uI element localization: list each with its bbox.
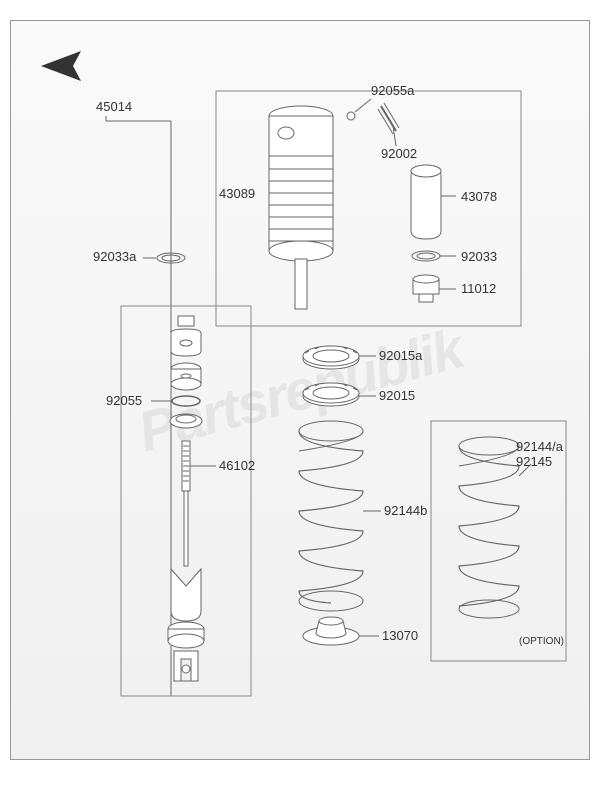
label-92015: 92015 <box>379 388 415 403</box>
parts-diagram <box>11 21 591 761</box>
spring-guide <box>303 617 359 645</box>
label-43089: 43089 <box>219 186 255 201</box>
label-92144a: 92144/a <box>516 439 563 454</box>
reservoir-icon <box>411 165 441 239</box>
label-92055a: 92055a <box>371 83 414 98</box>
shock-body <box>269 106 333 309</box>
rod-icon <box>182 441 190 566</box>
label-92055: 92055 <box>106 393 142 408</box>
diagram-container: Partsrepublik <box>10 20 590 760</box>
label-92002: 92002 <box>381 146 417 161</box>
label-43078: 43078 <box>461 189 497 204</box>
cap-icon <box>413 275 439 302</box>
adjuster-nuts <box>303 346 359 406</box>
bolt-icon <box>378 103 399 134</box>
label-45014: 45014 <box>96 99 132 114</box>
label-92015a: 92015a <box>379 348 422 363</box>
label-92145: 92145 <box>516 454 552 469</box>
bottom-mount <box>168 569 204 681</box>
label-92033: 92033 <box>461 249 497 264</box>
piston-assembly <box>170 316 202 428</box>
label-92033a: 92033a <box>93 249 136 264</box>
label-13070: 13070 <box>382 628 418 643</box>
label-92144b: 92144b <box>384 503 427 518</box>
label-11012: 11012 <box>461 281 496 296</box>
main-spring <box>299 421 363 611</box>
arrow-icon <box>41 51 81 81</box>
label-46102: 46102 <box>219 458 255 473</box>
option-spring <box>459 437 519 618</box>
label-option: (OPTION) <box>519 636 564 647</box>
